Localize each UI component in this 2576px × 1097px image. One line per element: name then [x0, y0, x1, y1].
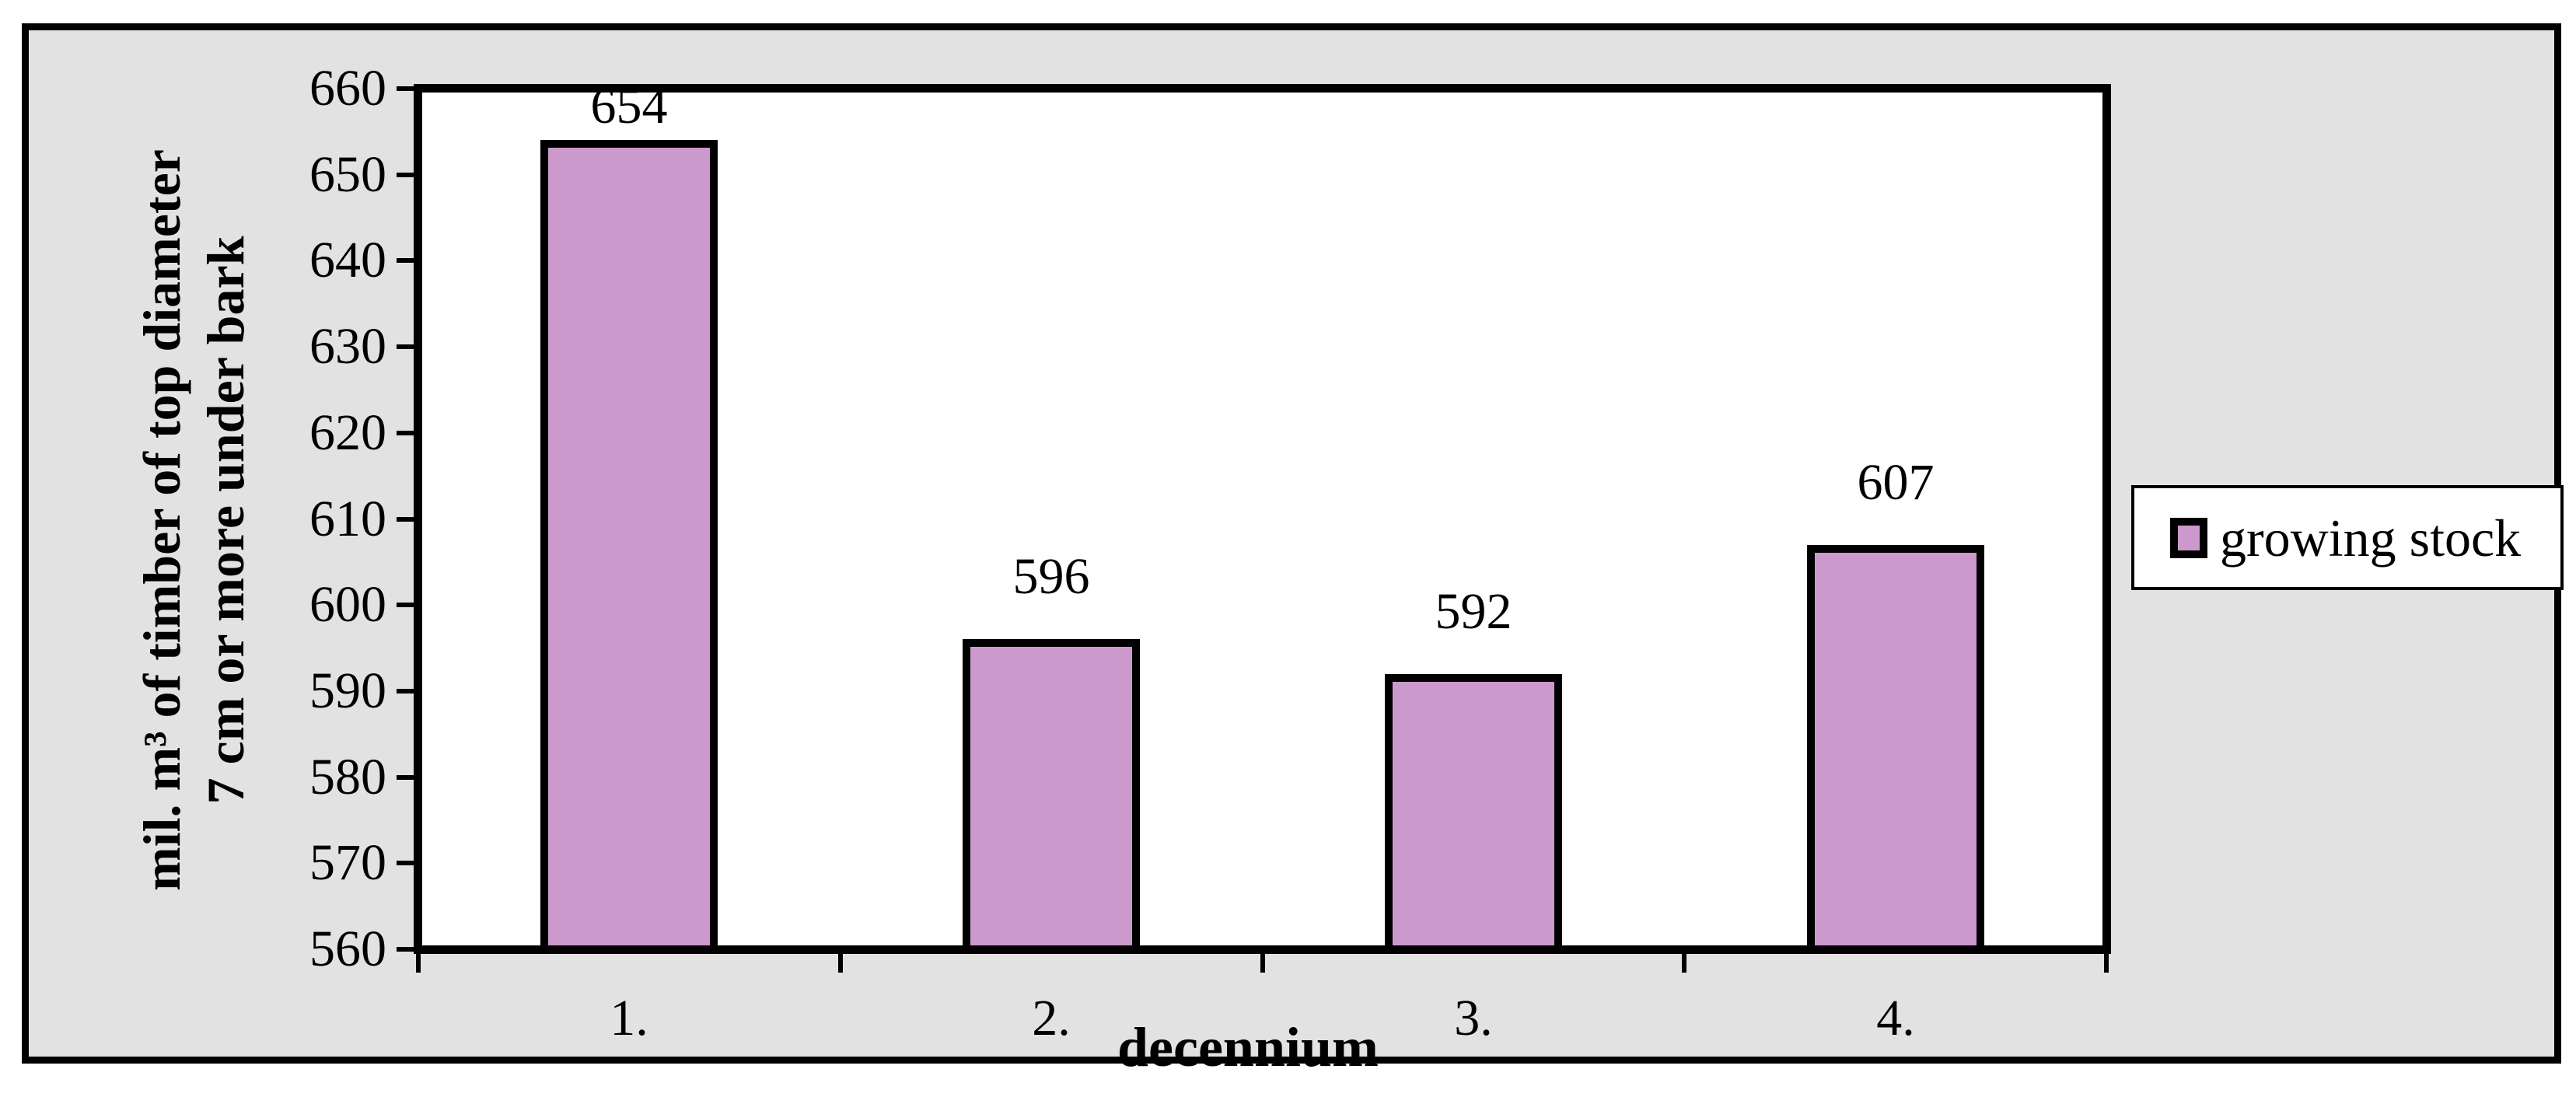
y-tick-mark — [397, 258, 418, 263]
bar-3 — [1385, 674, 1562, 953]
y-tick-label: 660 — [309, 60, 386, 117]
y-axis-title-line-1: mil. m³ of timber of top diameter — [132, 149, 191, 891]
bar-4 — [1807, 545, 1984, 953]
x-tick-mark — [1682, 945, 1686, 973]
bar-value-label: 607 — [1857, 454, 1935, 511]
bar-2 — [963, 639, 1140, 953]
x-tick-mark — [416, 945, 421, 973]
y-tick-mark — [397, 344, 418, 349]
y-tick-label: 580 — [309, 749, 386, 805]
chart-outer-frame: 660 650 640 630 620 610 600 590 580 570 560 1. 2. 3.… — [22, 23, 2564, 1078]
y-tick-label: 620 — [309, 404, 386, 461]
y-tick-label: 650 — [309, 146, 386, 203]
x-tick-mark — [838, 945, 843, 973]
y-tick-mark — [397, 431, 418, 435]
legend-label: growing stock — [2220, 508, 2522, 568]
y-tick-mark — [397, 861, 418, 865]
y-axis-title-line-2: 7 cm or more under bark — [196, 236, 255, 805]
legend-swatch-icon — [2170, 517, 2207, 558]
y-tick-mark — [397, 173, 418, 177]
legend: growing stock — [2131, 485, 2564, 590]
x-tick-mark — [1260, 945, 1265, 973]
bar-value-label: 596 — [1012, 548, 1090, 605]
y-tick-mark — [397, 517, 418, 522]
x-tick-label: 4. — [1876, 990, 1915, 1046]
y-tick-label: 640 — [309, 232, 386, 288]
x-axis-title: decennium — [1117, 1016, 1379, 1078]
x-tick-label: 1. — [610, 990, 648, 1046]
x-tick-mark — [2104, 945, 2109, 973]
y-tick-mark — [397, 775, 418, 780]
y-tick-label: 610 — [309, 491, 386, 547]
y-tick-label: 570 — [309, 834, 386, 891]
y-tick-mark — [397, 689, 418, 693]
bar-value-label: 592 — [1435, 583, 1512, 640]
y-tick-label: 630 — [309, 318, 386, 375]
bar-1 — [540, 140, 718, 953]
x-tick-label: 2. — [1032, 990, 1071, 1046]
y-tick-mark — [397, 947, 418, 952]
bar-value-label: 654 — [590, 78, 668, 135]
y-tick-mark — [397, 603, 418, 607]
y-tick-mark — [397, 86, 418, 91]
y-tick-label: 590 — [309, 662, 386, 719]
x-tick-label: 3. — [1454, 990, 1493, 1046]
y-axis-title: mil. m³ of timber of top diameter 7 cm o… — [130, 54, 257, 987]
y-tick-label: 560 — [309, 921, 386, 977]
y-tick-label: 600 — [309, 576, 386, 633]
